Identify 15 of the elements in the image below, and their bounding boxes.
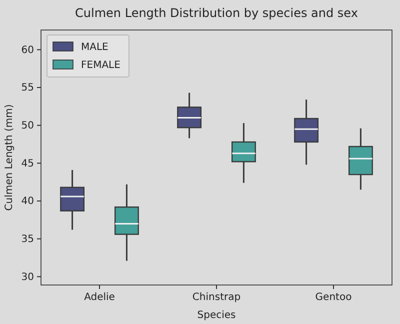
legend-label: FEMALE xyxy=(81,60,120,71)
y-tick-label: 60 xyxy=(21,44,34,56)
x-tick-label: Gentoo xyxy=(315,292,352,303)
legend-label: MALE xyxy=(81,42,108,53)
y-tick-label: 40 xyxy=(21,196,34,208)
y-tick-label: 55 xyxy=(21,82,34,94)
chart-title: Culmen Length Distribution by species and sex xyxy=(75,6,358,20)
x-tick-label: Adelie xyxy=(84,292,115,303)
y-tick-label: 50 xyxy=(21,120,34,132)
x-axis-title: Species xyxy=(197,310,236,321)
y-axis-title: Culmen Length (mm) xyxy=(4,104,15,211)
y-tick-label: 30 xyxy=(21,272,34,283)
y-tick-label: 35 xyxy=(21,234,34,246)
y-tick-label: 45 xyxy=(21,158,34,170)
x-tick-label: Chinstrap xyxy=(192,292,241,303)
